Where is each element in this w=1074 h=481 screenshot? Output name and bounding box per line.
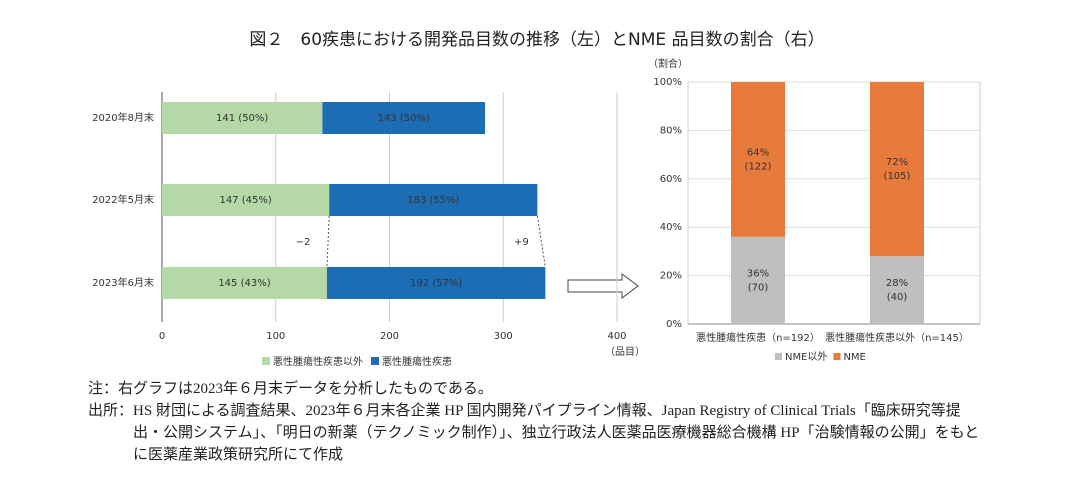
value-label: 64%	[747, 147, 769, 158]
note-text: HS 財団による調査結果、2023年６月末各企業 HP 国内開発パイプライン情報…	[133, 403, 980, 463]
bar-segment	[870, 256, 924, 324]
arrow	[567, 273, 639, 299]
bar-segment	[322, 102, 486, 134]
value-label: 147 (45%)	[219, 195, 271, 206]
x-tick-label: 悪性腫瘍性疾患（n=192）	[696, 331, 820, 344]
bar-segment	[162, 267, 327, 299]
bar-segment	[731, 236, 785, 324]
y-tick-label: 100%	[653, 77, 682, 88]
connector	[536, 215, 546, 268]
count-label: (70)	[748, 282, 769, 293]
bar-segment	[162, 102, 323, 134]
value-label: 183 (55%)	[407, 195, 459, 206]
bar-segment	[326, 267, 546, 299]
bar-segment	[329, 184, 538, 216]
count-label: (122)	[745, 161, 772, 172]
y-tick-label: 0%	[666, 319, 682, 330]
value-label: 143 (50%)	[378, 113, 430, 124]
value-label: 141 (50%)	[216, 113, 268, 124]
x-tick-label: 100	[266, 331, 285, 342]
legend-swatch	[833, 353, 841, 360]
note-text: 右グラフは2023年６月末データを分析したものである。	[118, 381, 493, 397]
legend-swatch	[262, 357, 270, 365]
count-label: (40)	[887, 292, 908, 303]
note-label: 注：	[88, 381, 119, 397]
x-tick-label: 300	[494, 331, 513, 342]
chart: 図２ 60疾患における開発品目数の推移（左）とNME 品目数の割合（右） 0 10…	[92, 30, 981, 368]
y-tick-label: 2022年5月末	[92, 193, 154, 206]
value-label: 72%	[886, 157, 908, 168]
note-label: 出所：	[88, 403, 134, 419]
y-tick-label: 20%	[660, 271, 682, 282]
note: 出所： HS 財団による調査結果、2023年６月末各企業 HP 国内開発パイプライ…	[88, 400, 988, 466]
note: 注： 右グラフは2023年６月末データを分析したものである。	[88, 378, 988, 400]
x-tick-label: 悪性腫瘍性疾患以外（n=145）	[825, 331, 969, 344]
value-label: 28%	[886, 278, 908, 289]
y-tick-label: 60%	[660, 174, 682, 185]
y-tick-label: 80%	[660, 125, 682, 136]
bar-segment	[870, 82, 924, 257]
connector	[326, 215, 330, 268]
legend-swatch	[371, 357, 379, 365]
chart-title: 図２ 60疾患における開発品目数の推移（左）とNME 品目数の割合（右）	[249, 30, 824, 50]
count-label: (105)	[884, 171, 911, 182]
value-label: 36%	[747, 268, 769, 279]
bar-segment	[731, 82, 785, 237]
x-tick-label: 400	[607, 331, 626, 342]
legend-label: NME以外	[785, 351, 827, 363]
x-axis-label: （品目）	[605, 346, 645, 358]
legend-swatch	[775, 353, 782, 360]
legend-label: 悪性腫瘍性疾患以外	[273, 355, 363, 368]
x-tick-label: 0	[159, 331, 165, 342]
value-label: 145 (43%)	[218, 278, 270, 289]
y-axis-label: （割合）	[648, 57, 688, 70]
value-label: 192 (57%)	[410, 278, 462, 289]
notes: 注： 右グラフは2023年６月末データを分析したものである。 出所： HS 財団による…	[88, 378, 988, 466]
x-tick-label: 200	[380, 331, 399, 342]
legend-label: 悪性腫瘍性疾患	[382, 355, 452, 368]
legend-label: NME	[843, 352, 865, 363]
y-tick-label: 40%	[660, 222, 682, 233]
y-tick-label: 2020年8月末	[92, 111, 154, 124]
y-tick-label: 2023年6月末	[92, 276, 154, 289]
annotation: +9	[514, 237, 529, 248]
annotation: −2	[296, 237, 311, 248]
bar-segment	[162, 184, 330, 216]
